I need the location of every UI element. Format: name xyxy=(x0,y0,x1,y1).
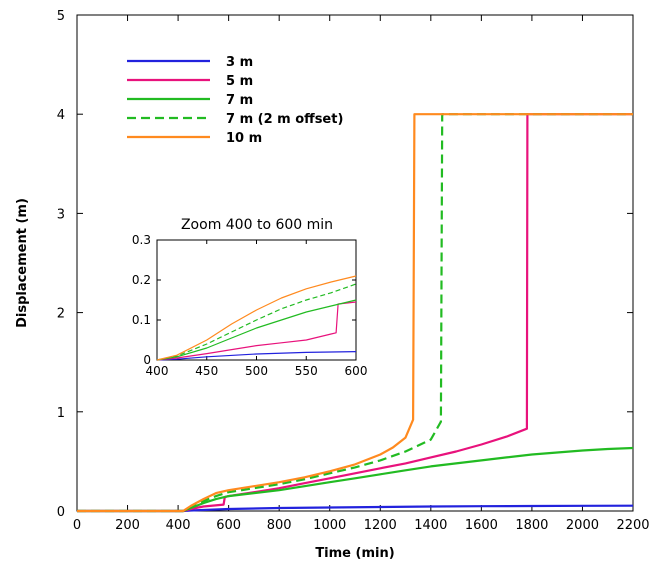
inset-series-line-5 xyxy=(156,275,357,361)
x-tick-label: 800 xyxy=(267,518,292,533)
inset-title: Zoom 400 to 600 min xyxy=(181,217,333,233)
x-tick-label: 1000 xyxy=(313,518,346,533)
inset-series-line-4 xyxy=(156,283,357,361)
x-tick-label: 1400 xyxy=(414,518,447,533)
legend-label-4: 7 m (2 m offset) xyxy=(226,112,343,127)
inset-frame xyxy=(156,239,357,361)
plot-frame xyxy=(76,14,634,512)
main-series xyxy=(77,113,634,513)
y-tick-label: 5 xyxy=(57,9,65,24)
x-tick-label: 400 xyxy=(166,518,191,533)
x-tick-label: 2200 xyxy=(616,518,649,533)
inset-x-tick-label: 450 xyxy=(195,364,218,378)
inset-ticks: 400 450 500 550 600 0 0.1 0.2 0.3 xyxy=(132,233,368,378)
inset-x-tick-label: 400 xyxy=(146,364,169,378)
inset-y-tick-label: 0.2 xyxy=(132,273,151,287)
inset-series-line-2 xyxy=(156,301,357,361)
x-tick-label: 600 xyxy=(216,518,241,533)
series-line-1 xyxy=(77,504,634,513)
series-line-4 xyxy=(77,113,633,513)
x-tick-label: 1200 xyxy=(364,518,397,533)
inset-y-tick-label: 0.1 xyxy=(132,313,151,327)
y-tick-label: 1 xyxy=(57,406,65,421)
y-tick-label: 4 xyxy=(57,108,65,123)
legend: 3 m 5 m 7 m 7 m (2 m offset) 10 m xyxy=(127,55,343,146)
x-tick-label: 0 xyxy=(73,518,81,533)
inset-x-tick-label: 550 xyxy=(295,364,318,378)
series-line-3 xyxy=(77,446,634,513)
inset-series-line-3 xyxy=(156,299,357,361)
main-ticks: 0 200 400 600 800 1000 1200 1400 1600 1800 2000 220… xyxy=(57,9,650,533)
legend-label-1: 3 m xyxy=(226,55,253,70)
x-tick-label: 200 xyxy=(115,518,140,533)
y-tick-label: 3 xyxy=(57,207,65,222)
x-tick-label: 1600 xyxy=(465,518,498,533)
inset-x-tick-label: 600 xyxy=(345,364,368,378)
y-tick-label: 0 xyxy=(57,505,65,520)
inset-series-line-1 xyxy=(156,351,357,361)
inset-y-tick-label: 0 xyxy=(143,353,151,367)
inset-x-tick-label: 500 xyxy=(245,364,268,378)
series-line-2 xyxy=(77,113,633,513)
inset-y-tick-label: 0.3 xyxy=(132,233,151,247)
series-line-5 xyxy=(77,113,633,513)
inset-series xyxy=(156,275,357,361)
y-axis-title: Displacement (m) xyxy=(15,198,30,328)
y-tick-label: 2 xyxy=(57,307,65,322)
legend-label-5: 10 m xyxy=(226,131,262,146)
legend-label-3: 7 m xyxy=(226,93,253,108)
x-tick-label: 1800 xyxy=(515,518,548,533)
x-axis-title: Time (min) xyxy=(315,546,394,561)
x-tick-label: 2000 xyxy=(566,518,599,533)
legend-label-2: 5 m xyxy=(226,74,253,89)
